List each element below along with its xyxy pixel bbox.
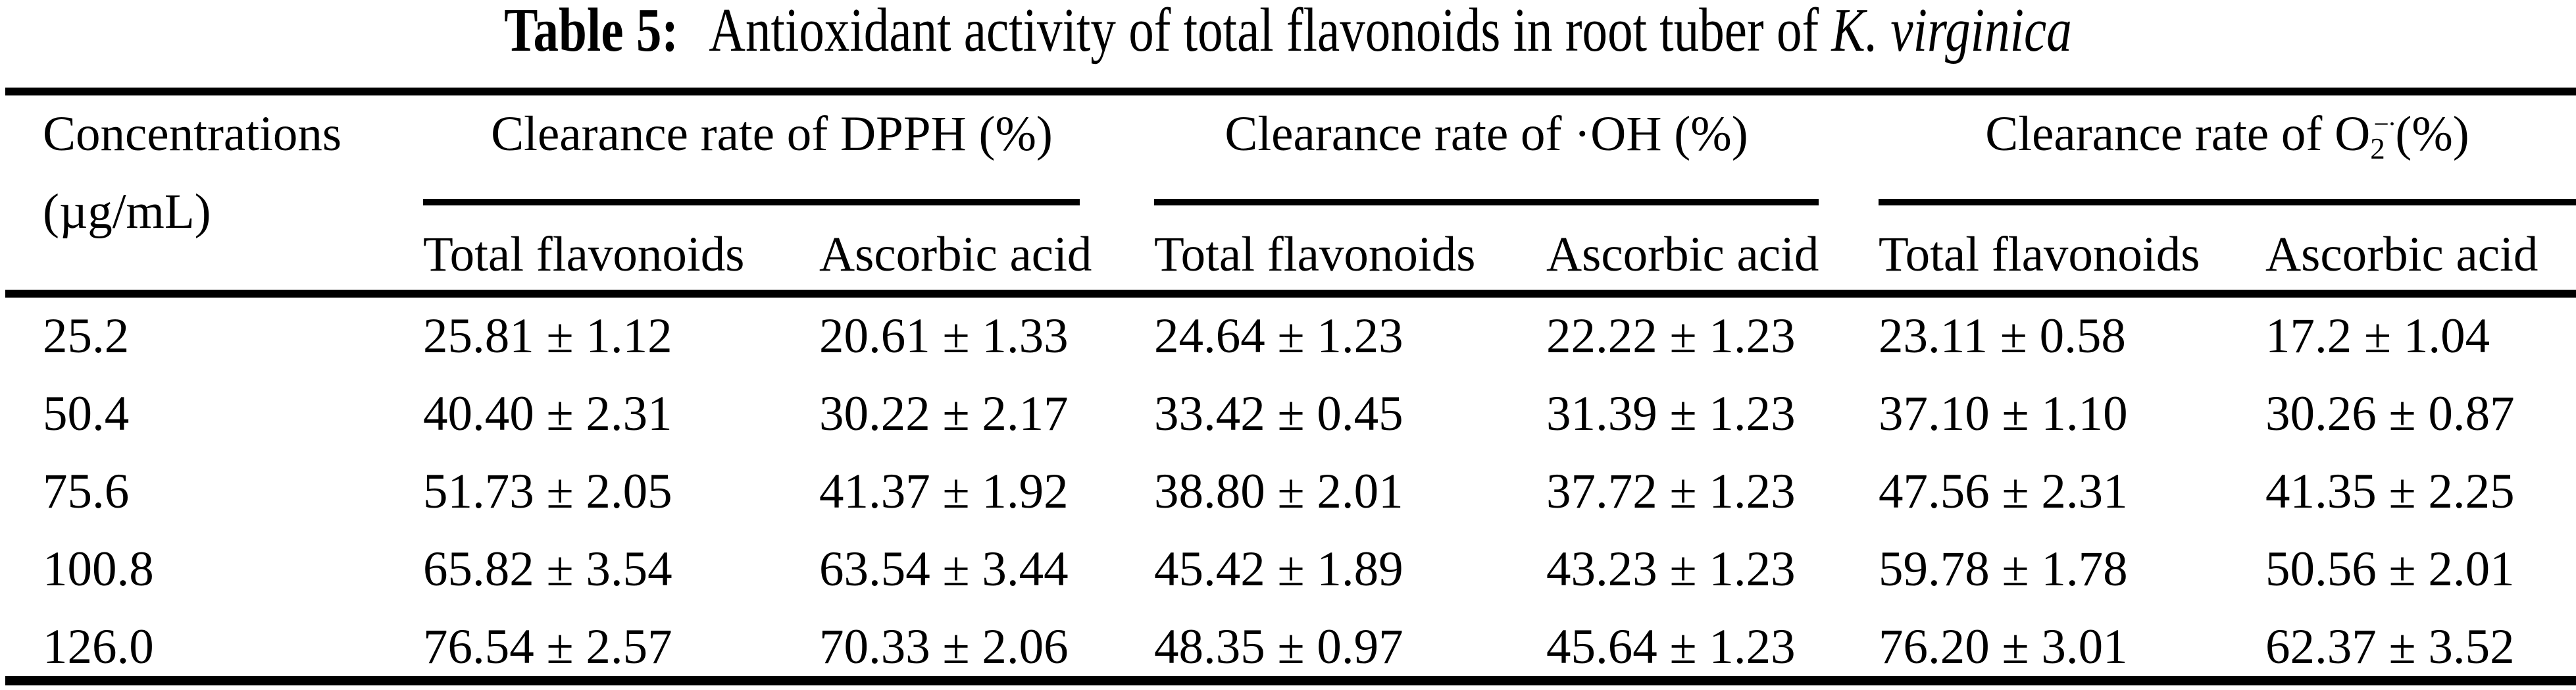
subheader-o2-ascorbic-acid: Ascorbic acid	[2265, 227, 2538, 282]
subheader-oh-ascorbic-acid: Ascorbic acid	[1546, 227, 1819, 282]
dpph-group-underline	[423, 199, 1080, 205]
cell-concentration: 25.2	[43, 309, 130, 363]
cell-o2-total-flavonoids: 59.78 ± 1.78	[1879, 542, 2128, 597]
o2-header-prefix: Clearance rate of O	[1985, 107, 2371, 161]
cell-o2-total-flavonoids: 47.56 ± 2.31	[1879, 464, 2128, 519]
concentrations-header-line1: Concentrations	[43, 107, 342, 161]
table-caption-text: Antioxidant activity of total flavonoids…	[709, 0, 1819, 65]
cell-concentration: 50.4	[43, 386, 130, 441]
cell-dpph-total-flavonoids: 25.81 ± 1.12	[423, 309, 672, 363]
group-header-dpph: Clearance rate of DPPH (%)	[491, 107, 1053, 161]
o2-subscript: 2	[2370, 132, 2385, 165]
cell-oh-total-flavonoids: 48.35 ± 0.97	[1154, 620, 1403, 674]
table-top-rule	[5, 88, 2576, 95]
cell-o2-total-flavonoids: 37.10 ± 1.10	[1879, 386, 2128, 441]
cell-o2-ascorbic-acid: 17.2 ± 1.04	[2265, 309, 2490, 363]
cell-o2-ascorbic-acid: 62.37 ± 3.52	[2265, 620, 2515, 674]
cell-oh-total-flavonoids: 38.80 ± 2.01	[1154, 464, 1403, 519]
cell-concentration: 100.8	[43, 542, 154, 597]
cell-concentration: 75.6	[43, 464, 130, 519]
cell-oh-total-flavonoids: 45.42 ± 1.89	[1154, 542, 1403, 597]
cell-dpph-ascorbic-acid: 63.54 ± 3.44	[819, 542, 1069, 597]
cell-oh-ascorbic-acid: 31.39 ± 1.23	[1546, 386, 1796, 441]
cell-concentration: 126.0	[43, 620, 154, 674]
o2-superscript-radical: −·	[2373, 109, 2396, 140]
cell-o2-ascorbic-acid: 41.35 ± 2.25	[2265, 464, 2515, 519]
oh-group-underline	[1154, 199, 1819, 205]
cell-dpph-ascorbic-acid: 30.22 ± 2.17	[819, 386, 1069, 441]
group-header-oh: Clearance rate of ·OH (%)	[1225, 107, 1748, 161]
table-number-label: Table 5:	[504, 0, 679, 65]
subheader-o2-total-flavonoids: Total flavonoids	[1879, 227, 2200, 282]
cell-dpph-ascorbic-acid: 20.61 ± 1.33	[819, 309, 1069, 363]
group-header-o2: Clearance rate of O2−·(%)	[1879, 107, 2576, 163]
cell-oh-total-flavonoids: 33.42 ± 0.45	[1154, 386, 1403, 441]
cell-o2-ascorbic-acid: 50.56 ± 2.01	[2265, 542, 2515, 597]
cell-dpph-total-flavonoids: 40.40 ± 2.31	[423, 386, 672, 441]
cell-oh-total-flavonoids: 24.64 ± 1.23	[1154, 309, 1403, 363]
subheader-dpph-ascorbic-acid: Ascorbic acid	[819, 227, 1092, 282]
header-body-divider-rule	[5, 290, 2576, 298]
cell-o2-ascorbic-acid: 30.26 ± 0.87	[2265, 386, 2515, 441]
cell-dpph-ascorbic-acid: 41.37 ± 1.92	[819, 464, 1069, 519]
subheader-dpph-total-flavonoids: Total flavonoids	[423, 227, 745, 282]
cell-oh-ascorbic-acid: 22.22 ± 1.23	[1546, 309, 1796, 363]
cell-oh-ascorbic-acid: 43.23 ± 1.23	[1546, 542, 1796, 597]
cell-oh-ascorbic-acid: 37.72 ± 1.23	[1546, 464, 1796, 519]
table-caption: Table 5: Antioxidant activity of total fl…	[232, 0, 2344, 66]
cell-dpph-total-flavonoids: 76.54 ± 2.57	[423, 620, 672, 674]
cell-dpph-ascorbic-acid: 70.33 ± 2.06	[819, 620, 1069, 674]
cell-o2-total-flavonoids: 76.20 ± 3.01	[1879, 620, 2128, 674]
cell-oh-ascorbic-acid: 45.64 ± 1.23	[1546, 620, 1796, 674]
o2-header-suffix: (%)	[2395, 107, 2469, 161]
table-bottom-rule	[5, 676, 2576, 685]
subheader-oh-total-flavonoids: Total flavonoids	[1154, 227, 1476, 282]
cell-o2-total-flavonoids: 23.11 ± 0.58	[1879, 309, 2126, 363]
cell-dpph-total-flavonoids: 65.82 ± 3.54	[423, 542, 672, 597]
species-name-italic: K. virginica	[1831, 0, 2072, 65]
o2-group-underline	[1879, 199, 2576, 205]
concentrations-header-line2: (µg/mL)	[43, 184, 211, 239]
cell-dpph-total-flavonoids: 51.73 ± 2.05	[423, 464, 672, 519]
